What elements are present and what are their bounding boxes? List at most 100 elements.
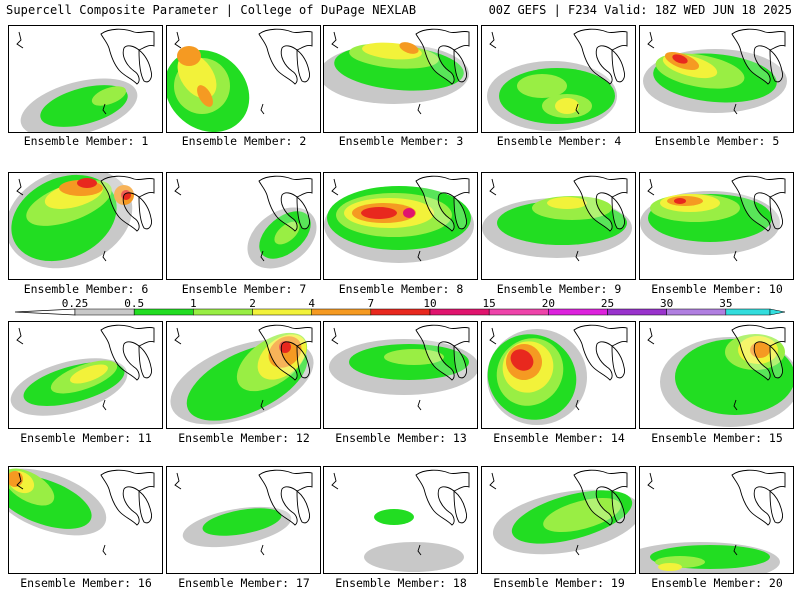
panel-caption: Ensemble Member: 15 xyxy=(651,431,783,445)
scp-field-map xyxy=(10,324,155,416)
lake-huron-outline xyxy=(769,490,783,524)
scp-field-map xyxy=(174,469,313,556)
great-lakes-outline xyxy=(573,28,628,85)
state-boundary-mark xyxy=(575,399,580,411)
boundary-line xyxy=(331,31,339,49)
ensemble-panel-16 xyxy=(8,466,163,574)
great-lakes-outline xyxy=(415,324,470,381)
contour-area-yellow xyxy=(555,98,579,114)
great-lakes-outline xyxy=(731,28,786,85)
lake-huron-outline xyxy=(138,49,152,83)
great-lakes-outline xyxy=(573,175,628,232)
scp-field-map xyxy=(487,324,628,425)
ensemble-panel-3 xyxy=(323,25,478,133)
great-lakes-outline xyxy=(258,469,313,526)
contour-area-red xyxy=(672,54,688,64)
great-lakes-outline xyxy=(415,469,470,526)
contour-area-lightgreen xyxy=(274,221,300,245)
scp-field-map xyxy=(170,324,314,425)
state-boundary-mark xyxy=(102,250,107,262)
state-boundary-mark xyxy=(260,544,265,556)
state-boundary-mark xyxy=(417,399,422,411)
panel-caption: Ensemble Member: 17 xyxy=(178,576,310,590)
legend-label: 0.25 xyxy=(61,297,89,310)
boundary-line xyxy=(331,178,339,196)
scp-field-map xyxy=(16,28,155,132)
great-lakes-outline xyxy=(100,28,155,85)
legend-label: 2 xyxy=(249,297,256,310)
scp-field-map xyxy=(174,175,317,269)
scp-field-map xyxy=(489,469,635,556)
great-lakes-outline xyxy=(258,324,313,381)
contour-area-red xyxy=(77,178,97,188)
panel-caption: Ensemble Member: 16 xyxy=(20,576,152,590)
lake-huron-outline xyxy=(611,49,625,83)
panel-caption: Ensemble Member: 11 xyxy=(20,431,152,445)
ensemble-panel-18 xyxy=(323,466,478,574)
great-lakes-outline xyxy=(415,175,470,232)
legend-swatch-pink xyxy=(488,308,549,316)
state-boundary-mark xyxy=(575,250,580,262)
scp-field-map xyxy=(9,468,155,556)
contour-area-lightgreen xyxy=(384,349,444,365)
legend-swatch-red xyxy=(370,308,431,316)
ensemble-panel-6 xyxy=(8,172,163,280)
state-boundary-mark xyxy=(733,399,738,411)
boundary-line xyxy=(331,327,339,345)
contour-area-orange xyxy=(177,46,201,66)
boundary-line xyxy=(16,178,24,196)
scp-field-map xyxy=(647,324,793,427)
contour-area-yellow xyxy=(547,197,587,209)
legend-swatch-yellow xyxy=(252,308,312,316)
lake-huron-outline xyxy=(296,490,310,524)
panel-caption: Ensemble Member: 20 xyxy=(651,576,783,590)
panel-caption: Ensemble Member: 13 xyxy=(335,431,467,445)
state-boundary-mark xyxy=(102,399,107,411)
great-lakes-outline xyxy=(573,324,628,381)
legend-label: 35 xyxy=(719,297,733,310)
contour-area-lightgreen xyxy=(91,86,127,106)
scp-field-map xyxy=(640,469,786,573)
boundary-line xyxy=(647,31,655,49)
panel-caption: Ensemble Member: 2 xyxy=(181,134,307,148)
boundary-line xyxy=(174,31,182,49)
scp-field-map xyxy=(643,28,787,115)
contour-area-lightgreen xyxy=(517,74,567,98)
contour-area-green xyxy=(202,508,282,536)
contour-area-red xyxy=(510,349,534,371)
panel-caption: Ensemble Member: 14 xyxy=(493,431,625,445)
ensemble-panel-19 xyxy=(481,466,636,574)
scp-field-map xyxy=(331,469,470,572)
lake-huron-outline xyxy=(769,345,783,379)
great-lakes-outline xyxy=(731,469,786,526)
legend-swatch-cyan xyxy=(725,308,771,316)
lake-huron-outline xyxy=(453,490,467,524)
panel-caption: Ensemble Member: 10 xyxy=(651,282,783,296)
ensemble-panel-8 xyxy=(323,172,478,280)
lake-huron-outline xyxy=(611,490,625,524)
panel-caption: Ensemble Member: 18 xyxy=(335,576,467,590)
state-boundary-mark xyxy=(733,544,738,556)
state-boundary-mark xyxy=(260,399,265,411)
legend-label: 1 xyxy=(190,297,197,310)
legend-swatch-orange xyxy=(311,308,372,316)
contour-area-orange xyxy=(197,85,213,107)
lake-huron-outline xyxy=(611,345,625,379)
scp-field-map xyxy=(9,173,155,269)
state-boundary-mark xyxy=(417,544,422,556)
scp-field-map xyxy=(487,28,628,131)
lake-huron-outline xyxy=(138,345,152,379)
state-boundary-mark xyxy=(733,250,738,262)
panel-caption: Ensemble Member: 9 xyxy=(496,282,622,296)
ensemble-panel-9 xyxy=(481,172,636,280)
lake-huron-outline xyxy=(611,196,625,230)
legend-swatch-lavender xyxy=(666,308,727,316)
contour-area-gray xyxy=(364,542,464,572)
lake-huron-outline xyxy=(296,345,310,379)
lake-huron-outline xyxy=(769,49,783,83)
contour-area-crimson xyxy=(403,208,415,218)
great-lakes-outline xyxy=(100,324,155,381)
lake-huron-outline xyxy=(769,196,783,230)
panel-caption: Ensemble Member: 3 xyxy=(338,134,464,148)
boundary-line xyxy=(647,472,655,490)
